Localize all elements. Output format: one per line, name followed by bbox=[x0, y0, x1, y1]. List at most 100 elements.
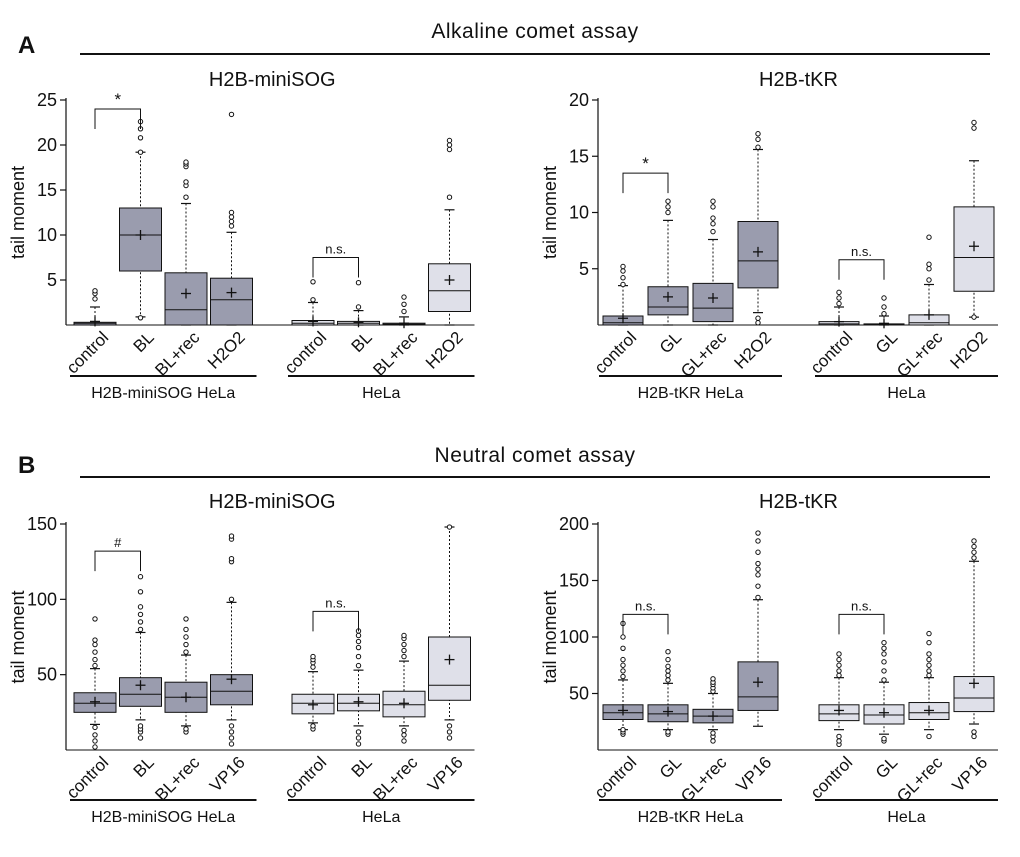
outlier-point bbox=[971, 555, 977, 561]
chart-title: H2B-tKR bbox=[759, 69, 838, 91]
section-rule-alkaline bbox=[80, 53, 990, 55]
outlier-point bbox=[137, 735, 144, 741]
outlier-point bbox=[665, 668, 671, 674]
category-label: control bbox=[63, 328, 113, 378]
category-label: control bbox=[591, 753, 641, 803]
outlier-point bbox=[710, 676, 716, 682]
outlier-point bbox=[971, 538, 977, 544]
outlier-point bbox=[665, 198, 671, 204]
category-label: control bbox=[807, 753, 857, 803]
outlier-point bbox=[137, 149, 144, 155]
group-label: HeLa bbox=[887, 385, 925, 402]
outlier-point bbox=[881, 677, 887, 683]
category-label: control bbox=[63, 753, 113, 803]
outlier-point bbox=[446, 735, 453, 741]
outlier-point bbox=[665, 209, 671, 216]
outlier-point bbox=[446, 142, 453, 148]
y-tick-label: 10 bbox=[37, 225, 57, 245]
outlier-point bbox=[971, 549, 977, 555]
outlier-point bbox=[620, 662, 626, 668]
outlier-point bbox=[355, 280, 362, 286]
outlier-point bbox=[92, 637, 98, 643]
y-tick-label: 5 bbox=[579, 259, 589, 279]
significance-label: # bbox=[114, 535, 122, 550]
outlier-point bbox=[228, 223, 235, 229]
outlier-point bbox=[926, 266, 932, 272]
group-label: HeLa bbox=[887, 809, 925, 826]
category-label: GL+rec bbox=[893, 328, 947, 382]
outlier-point bbox=[228, 214, 235, 220]
outlier-point bbox=[881, 295, 887, 301]
category-label: control bbox=[281, 328, 331, 378]
outlier-point bbox=[926, 668, 932, 674]
y-tick-label: 50 bbox=[569, 684, 589, 704]
y-tick-label: 100 bbox=[559, 627, 589, 647]
outlier-point bbox=[228, 111, 235, 118]
significance-bracket bbox=[94, 108, 141, 129]
outlier-point bbox=[836, 733, 842, 740]
outlier-point bbox=[92, 662, 98, 669]
category-label: BL bbox=[348, 753, 376, 781]
y-tick-label: 10 bbox=[569, 203, 589, 223]
outlier-point bbox=[183, 194, 189, 200]
significance-bracket bbox=[312, 610, 359, 632]
outlier-point bbox=[836, 295, 842, 301]
outlier-point bbox=[137, 626, 144, 633]
outlier-point bbox=[881, 639, 887, 646]
outlier-point bbox=[446, 194, 453, 200]
outlier-point bbox=[446, 729, 453, 735]
outlier-point bbox=[620, 275, 626, 281]
outlier-point bbox=[971, 543, 977, 550]
y-tick-label: 200 bbox=[559, 514, 589, 534]
outlier-point bbox=[137, 723, 144, 729]
outlier-point bbox=[971, 125, 977, 131]
y-axis-label: tail moment bbox=[540, 590, 560, 683]
significance-bracket bbox=[622, 613, 669, 635]
category-label: BL bbox=[348, 328, 376, 356]
outlier-point bbox=[183, 626, 189, 633]
outlier-point bbox=[881, 645, 887, 652]
outlier-point bbox=[446, 137, 453, 144]
section-rule-neutral bbox=[80, 476, 990, 478]
outlier-point bbox=[92, 744, 98, 750]
outlier-point bbox=[137, 589, 144, 595]
outlier-point bbox=[355, 304, 362, 310]
outlier-point bbox=[926, 234, 932, 240]
outlier-point bbox=[755, 315, 761, 321]
panel-letter-a: A bbox=[18, 32, 36, 59]
outlier-point bbox=[92, 724, 98, 731]
category-label: GL+rec bbox=[677, 753, 731, 807]
y-tick-label: 25 bbox=[37, 90, 57, 110]
outlier-point bbox=[401, 308, 407, 315]
significance-label: * bbox=[114, 90, 121, 109]
outlier-point bbox=[620, 268, 626, 274]
category-label: GL bbox=[656, 328, 685, 357]
significance-label: n.s. bbox=[851, 598, 872, 613]
outlier-point bbox=[355, 653, 362, 660]
outlier-point bbox=[92, 649, 98, 655]
outlier-point bbox=[836, 289, 842, 296]
outlier-point bbox=[355, 632, 362, 639]
section-title-neutral: Neutral comet assay bbox=[434, 444, 636, 467]
outlier-point bbox=[971, 733, 977, 740]
y-axis-label: tail moment bbox=[8, 590, 28, 683]
category-label: VP16 bbox=[732, 753, 775, 796]
outlier-point bbox=[665, 729, 671, 735]
outlier-point bbox=[755, 538, 761, 544]
outlier-point bbox=[310, 664, 316, 670]
outlier-point bbox=[971, 729, 977, 735]
box bbox=[428, 263, 471, 313]
outlier-point bbox=[183, 726, 189, 732]
box bbox=[164, 272, 208, 326]
outlier-point bbox=[228, 729, 235, 735]
outlier-point bbox=[183, 616, 189, 622]
significance-bracket bbox=[838, 259, 885, 280]
category-label: control bbox=[591, 328, 641, 378]
outlier-point bbox=[620, 281, 626, 288]
chart-title: H2B-miniSOG bbox=[209, 491, 336, 513]
panel-letter-b: B bbox=[18, 452, 36, 479]
significance-label: n.s. bbox=[851, 244, 872, 259]
y-tick-label: 15 bbox=[37, 180, 57, 200]
